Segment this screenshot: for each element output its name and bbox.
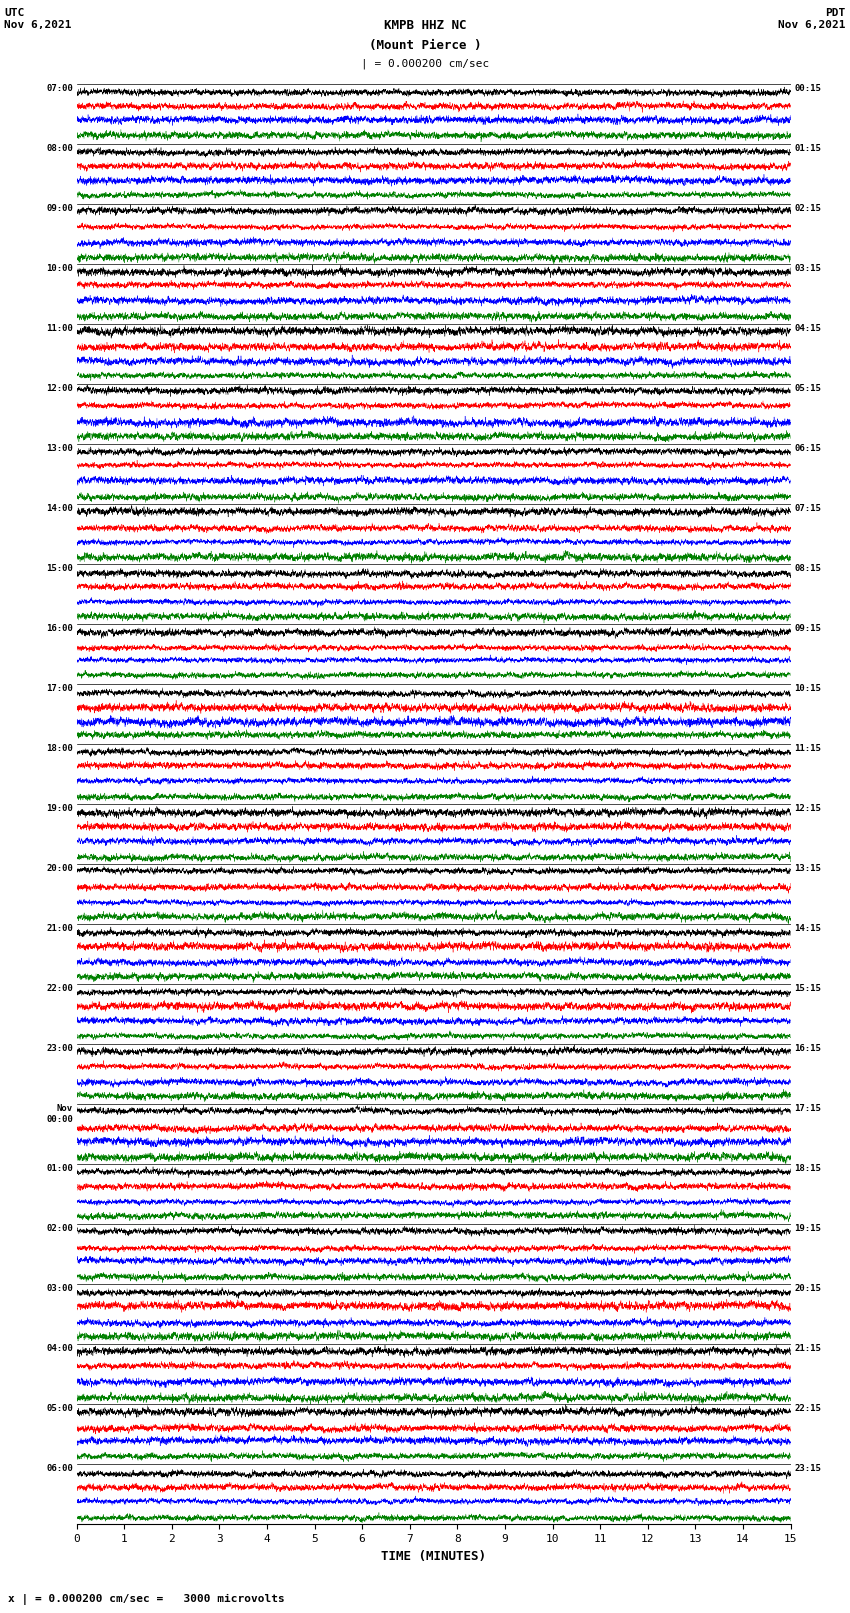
Text: KMPB HHZ NC: KMPB HHZ NC (383, 19, 467, 32)
Text: 14:15: 14:15 (794, 924, 821, 932)
Text: 09:00: 09:00 (46, 203, 73, 213)
Text: 21:00: 21:00 (46, 924, 73, 932)
Text: 03:15: 03:15 (794, 265, 821, 273)
Text: 18:15: 18:15 (794, 1165, 821, 1173)
Text: 12:15: 12:15 (794, 803, 821, 813)
Text: 20:00: 20:00 (46, 865, 73, 873)
Text: 18:00: 18:00 (46, 744, 73, 753)
Text: 23:15: 23:15 (794, 1465, 821, 1473)
Text: 06:00: 06:00 (46, 1465, 73, 1473)
Text: (Mount Pierce ): (Mount Pierce ) (369, 39, 481, 52)
Text: 16:15: 16:15 (794, 1044, 821, 1053)
Text: 17:15: 17:15 (794, 1105, 821, 1113)
Text: Nov
00:00: Nov 00:00 (46, 1105, 73, 1124)
X-axis label: TIME (MINUTES): TIME (MINUTES) (381, 1550, 486, 1563)
Text: 08:00: 08:00 (46, 144, 73, 153)
Text: 10:15: 10:15 (794, 684, 821, 694)
Text: 17:00: 17:00 (46, 684, 73, 694)
Text: 02:00: 02:00 (46, 1224, 73, 1234)
Text: 05:00: 05:00 (46, 1405, 73, 1413)
Text: 07:00: 07:00 (46, 84, 73, 94)
Text: 03:00: 03:00 (46, 1284, 73, 1294)
Text: 19:15: 19:15 (794, 1224, 821, 1234)
Text: 16:00: 16:00 (46, 624, 73, 632)
Text: 01:15: 01:15 (794, 144, 821, 153)
Text: 02:15: 02:15 (794, 203, 821, 213)
Text: 14:00: 14:00 (46, 503, 73, 513)
Text: 22:00: 22:00 (46, 984, 73, 994)
Text: 11:00: 11:00 (46, 324, 73, 332)
Text: 05:15: 05:15 (794, 384, 821, 394)
Text: 13:00: 13:00 (46, 444, 73, 453)
Text: 09:15: 09:15 (794, 624, 821, 632)
Text: 01:00: 01:00 (46, 1165, 73, 1173)
Text: PDT
Nov 6,2021: PDT Nov 6,2021 (779, 8, 846, 29)
Text: 06:15: 06:15 (794, 444, 821, 453)
Text: UTC
Nov 6,2021: UTC Nov 6,2021 (4, 8, 71, 29)
Text: 11:15: 11:15 (794, 744, 821, 753)
Text: 21:15: 21:15 (794, 1344, 821, 1353)
Text: | = 0.000200 cm/sec: | = 0.000200 cm/sec (361, 58, 489, 69)
Text: 20:15: 20:15 (794, 1284, 821, 1294)
Text: 15:15: 15:15 (794, 984, 821, 994)
Text: 04:15: 04:15 (794, 324, 821, 332)
Text: 15:00: 15:00 (46, 565, 73, 573)
Text: 00:15: 00:15 (794, 84, 821, 94)
Text: 07:15: 07:15 (794, 503, 821, 513)
Text: 13:15: 13:15 (794, 865, 821, 873)
Text: 08:15: 08:15 (794, 565, 821, 573)
Text: 22:15: 22:15 (794, 1405, 821, 1413)
Text: 23:00: 23:00 (46, 1044, 73, 1053)
Text: x | = 0.000200 cm/sec =   3000 microvolts: x | = 0.000200 cm/sec = 3000 microvolts (8, 1594, 286, 1605)
Text: 19:00: 19:00 (46, 803, 73, 813)
Text: 10:00: 10:00 (46, 265, 73, 273)
Text: 04:00: 04:00 (46, 1344, 73, 1353)
Text: 12:00: 12:00 (46, 384, 73, 394)
